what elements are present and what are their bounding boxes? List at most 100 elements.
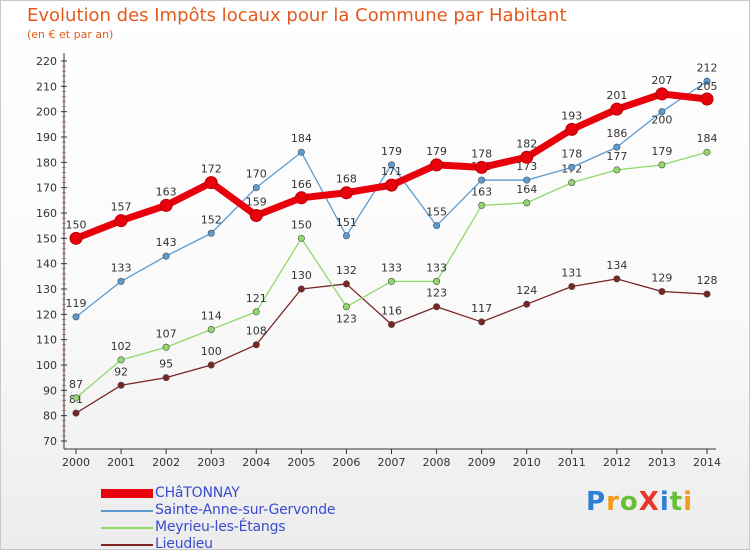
data-label: 163 [471, 185, 492, 198]
data-label: 121 [246, 292, 267, 305]
data-point [72, 313, 80, 321]
y-tick-label: 140 [36, 258, 57, 271]
data-point [252, 341, 260, 349]
data-label: 207 [651, 74, 672, 87]
data-label: 182 [516, 137, 537, 150]
data-label: 184 [291, 132, 312, 145]
data-label: 178 [471, 147, 492, 160]
data-label: 150 [66, 218, 87, 231]
data-point [430, 158, 444, 172]
data-label: 114 [201, 310, 222, 323]
data-point [613, 166, 621, 174]
y-tick-label: 220 [36, 55, 57, 68]
data-label: 117 [471, 302, 492, 315]
data-point [72, 409, 80, 417]
data-point [159, 198, 173, 212]
data-point [207, 361, 215, 369]
data-label: 102 [111, 340, 132, 353]
data-label: 184 [697, 132, 718, 145]
y-tick-label: 80 [43, 410, 57, 423]
data-point [249, 209, 263, 223]
data-point [658, 288, 666, 296]
data-point [610, 102, 624, 116]
brand-logo: ProXiti [586, 487, 694, 517]
y-tick-label: 180 [36, 156, 57, 169]
data-point [478, 201, 486, 209]
data-point [433, 303, 441, 311]
data-label: 212 [697, 61, 718, 74]
data-label: 159 [246, 196, 267, 209]
data-point [568, 282, 576, 290]
data-point [568, 179, 576, 187]
data-point [433, 222, 441, 230]
data-point [520, 150, 534, 164]
data-label: 178 [561, 147, 582, 160]
data-label: 108 [246, 325, 267, 338]
data-label: 172 [201, 163, 222, 176]
data-label: 173 [516, 160, 537, 173]
data-label: 150 [291, 218, 312, 231]
data-point [523, 300, 531, 308]
y-tick-label: 150 [36, 232, 57, 245]
data-point [294, 191, 308, 205]
x-tick-label: 2004 [242, 456, 270, 469]
x-tick-label: 2002 [152, 456, 180, 469]
y-tick-label: 170 [36, 182, 57, 195]
data-label: 107 [156, 327, 177, 340]
data-point [433, 277, 441, 285]
data-point [342, 280, 350, 288]
data-label: 116 [381, 304, 402, 317]
data-point [565, 122, 579, 136]
data-label: 200 [651, 114, 672, 127]
data-label: 201 [606, 89, 627, 102]
y-tick-label: 90 [43, 384, 57, 397]
data-label: 124 [516, 284, 537, 297]
data-point [72, 394, 80, 402]
x-tick-label: 2009 [468, 456, 496, 469]
data-point [162, 252, 170, 260]
data-point [162, 343, 170, 351]
data-point [207, 229, 215, 237]
data-point [613, 275, 621, 283]
data-label: 133 [426, 261, 447, 274]
chart-title: Evolution des Impôts locaux pour la Comm… [27, 5, 567, 26]
data-point [703, 148, 711, 156]
data-point [297, 285, 305, 293]
data-point [703, 77, 711, 85]
data-label: 171 [381, 165, 402, 178]
data-label: 129 [651, 272, 672, 285]
data-point [69, 231, 83, 245]
data-point [568, 163, 576, 171]
legend-label: Sainte-Anne-sur-Gervonde [155, 502, 336, 518]
data-point [297, 148, 305, 156]
legend-label: Lieudieu [155, 536, 213, 552]
data-label: 163 [156, 185, 177, 198]
y-tick-label: 100 [36, 359, 57, 372]
legend-swatch [101, 544, 153, 546]
data-point [478, 176, 486, 184]
data-label: 179 [381, 145, 402, 158]
x-tick-label: 2005 [287, 456, 315, 469]
data-point [117, 277, 125, 285]
data-label: 152 [201, 213, 222, 226]
x-tick-label: 2003 [197, 456, 225, 469]
data-label: 164 [516, 183, 537, 196]
x-tick-label: 2006 [332, 456, 360, 469]
x-tick-label: 2011 [558, 456, 586, 469]
data-label: 193 [561, 109, 582, 122]
data-label: 133 [111, 261, 132, 274]
data-point [342, 232, 350, 240]
y-tick-label: 160 [36, 207, 57, 220]
data-point [700, 92, 714, 106]
x-tick-label: 2010 [513, 456, 541, 469]
data-label: 179 [426, 145, 447, 158]
data-label: 179 [651, 145, 672, 158]
data-point [339, 186, 353, 200]
data-point [162, 374, 170, 382]
data-label: 131 [561, 266, 582, 279]
data-point [658, 108, 666, 116]
data-label: 92 [114, 365, 128, 378]
x-tick-label: 2008 [423, 456, 451, 469]
data-point [204, 176, 218, 190]
